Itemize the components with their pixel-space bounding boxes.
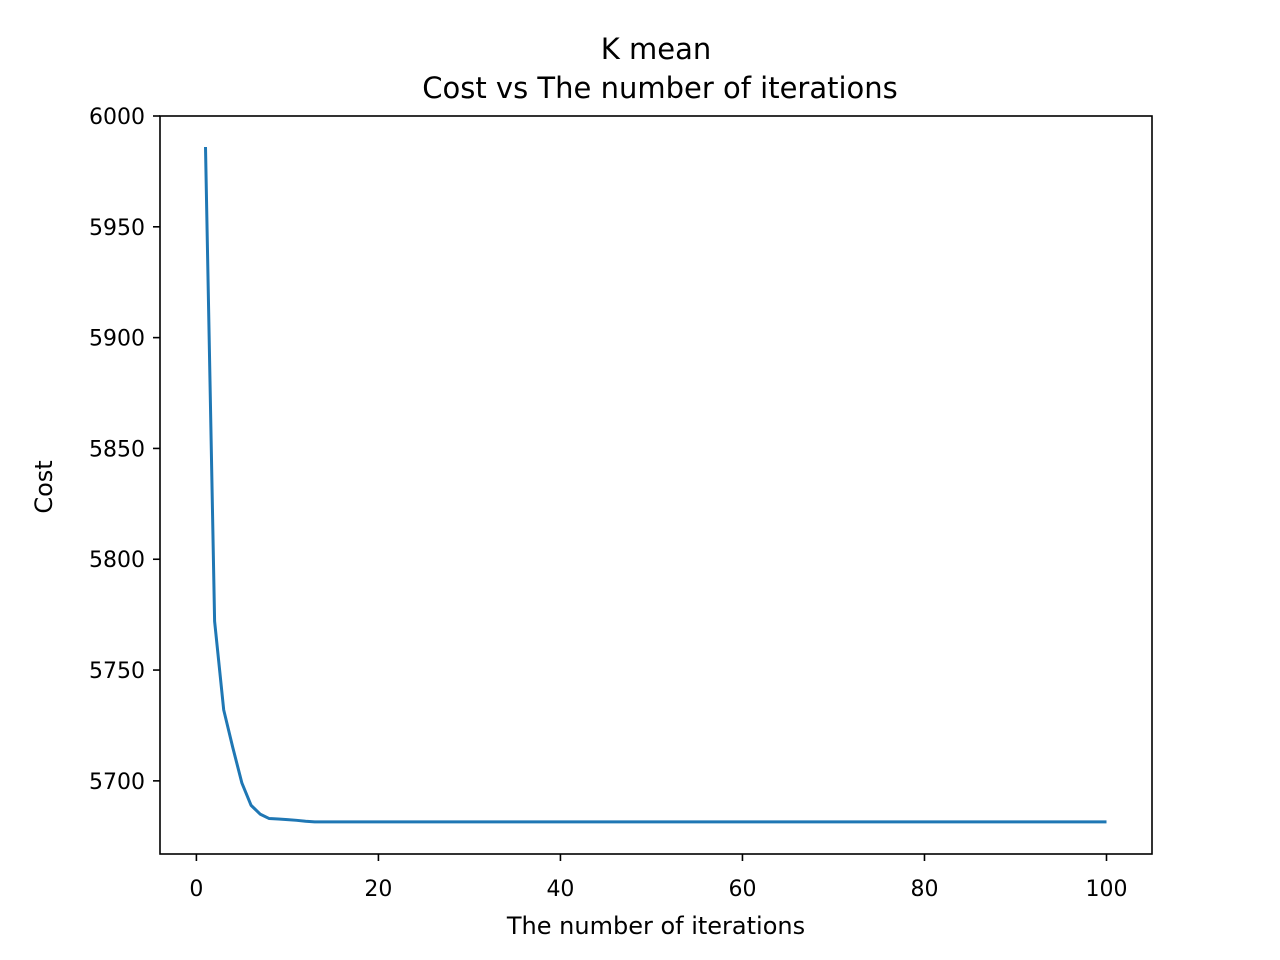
x-tick-label: 40: [546, 877, 574, 902]
x-axis: 0 20 40 60 80 100: [189, 854, 1127, 902]
series-line: [204, 147, 1107, 824]
series-group: [204, 147, 1107, 824]
y-tick-label: 6000: [89, 105, 145, 130]
x-tick-label: 0: [189, 877, 203, 902]
y-tick-label: 5900: [89, 327, 145, 352]
plot-area: [159, 115, 1153, 855]
x-tick-label: 20: [364, 877, 392, 902]
y-tick-label: 5700: [89, 770, 145, 795]
y-tick-label: 5800: [89, 548, 145, 573]
y-tick-label: 5750: [89, 659, 145, 684]
x-tick-label: 80: [910, 877, 938, 902]
chart-title: K mean: [601, 32, 711, 66]
x-axis-label: The number of iterations: [506, 912, 805, 940]
y-tick-label: 5950: [89, 216, 145, 241]
y-axis-label: Cost: [30, 460, 58, 513]
x-tick-label: 100: [1085, 877, 1127, 902]
y-tick-label: 5850: [89, 437, 145, 462]
y-axis: 5700 5750 5800 5850 5900 5950 6000: [89, 105, 160, 795]
chart-subtitle: Cost vs The number of iterations: [422, 71, 898, 105]
x-tick-label: 60: [728, 877, 756, 902]
